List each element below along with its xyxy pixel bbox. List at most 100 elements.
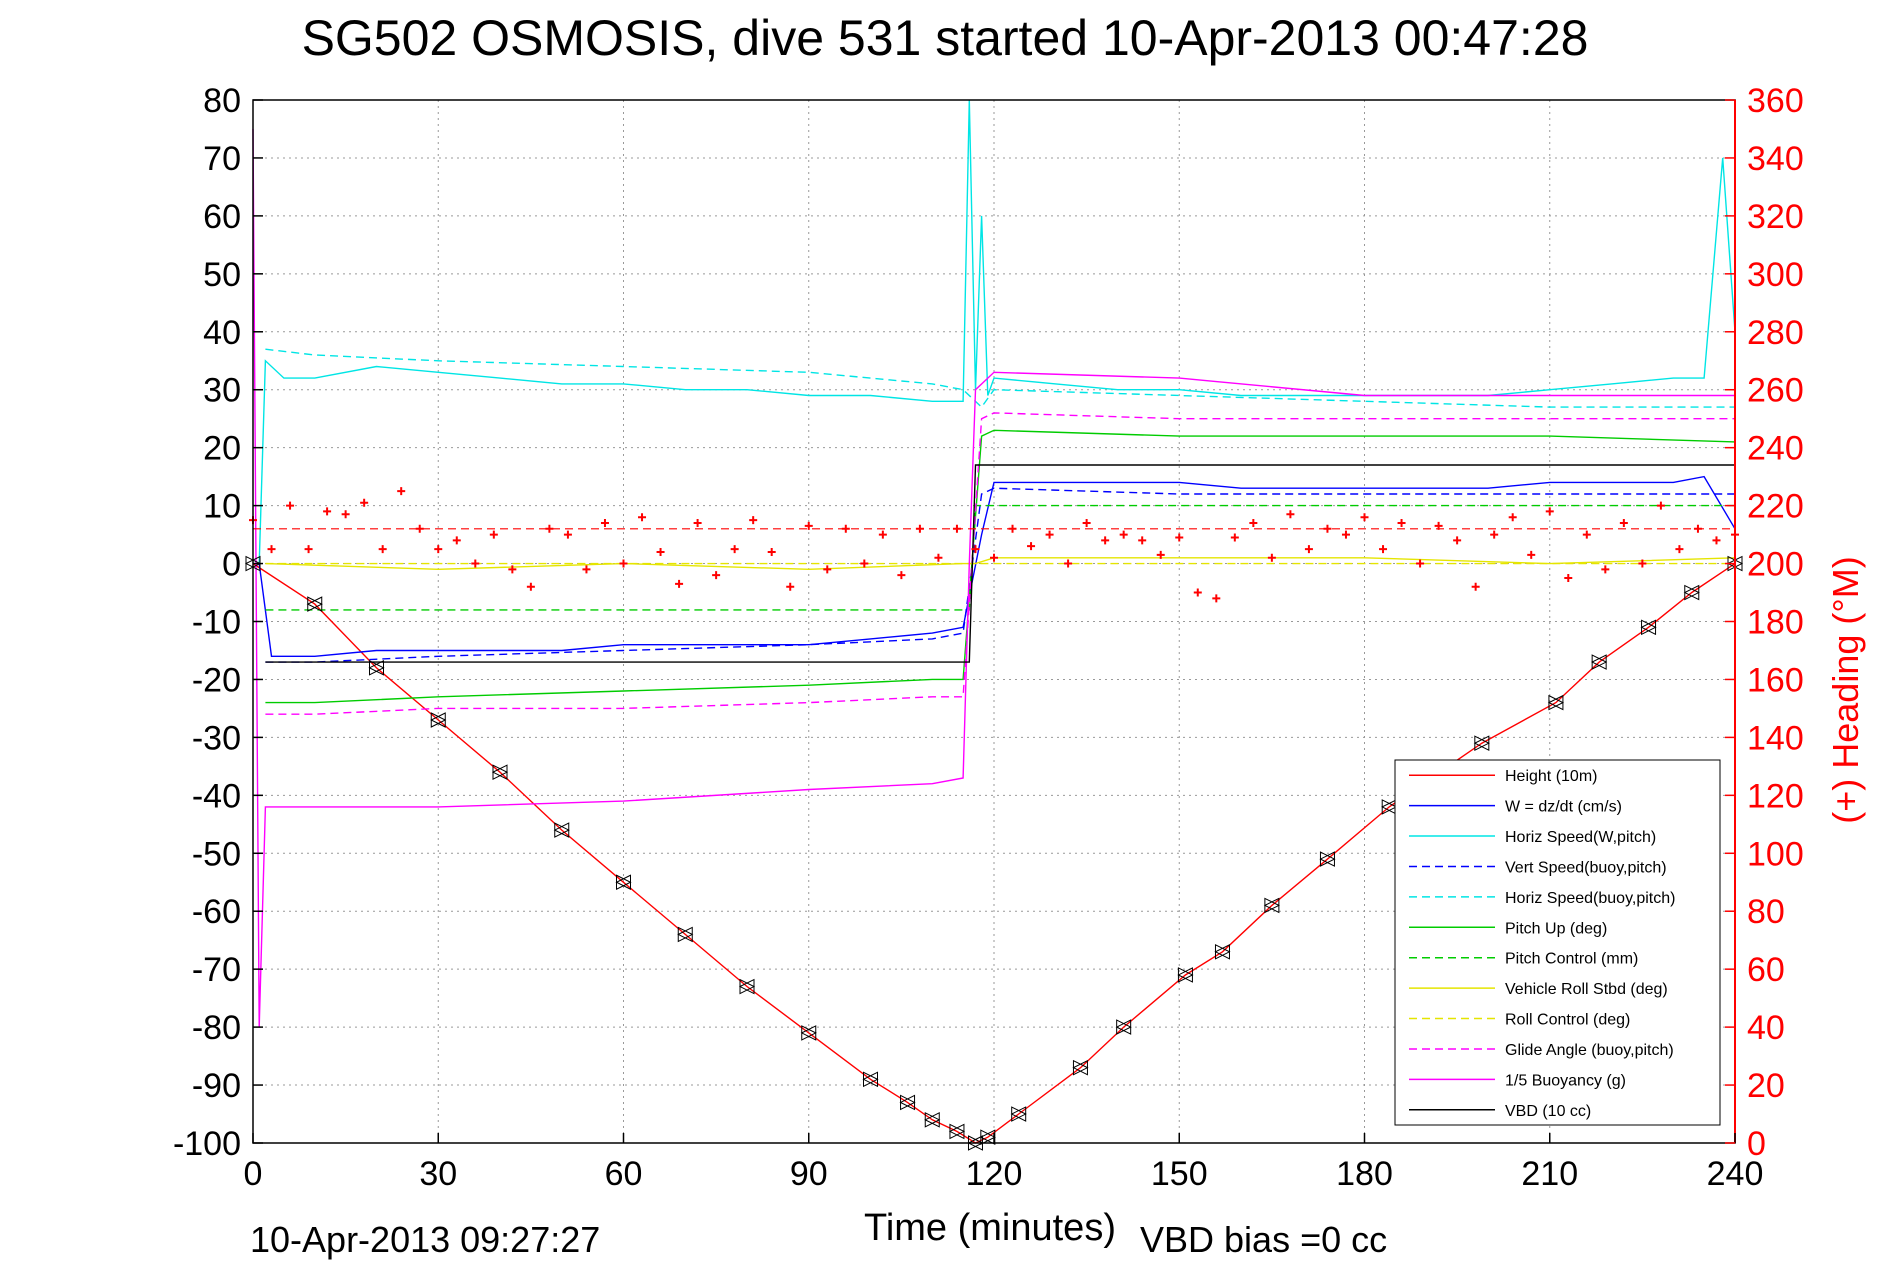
height-marker — [1319, 851, 1336, 867]
heading-point — [693, 518, 702, 527]
y-tick-label: 10 — [203, 488, 241, 526]
heading-point — [934, 553, 943, 562]
y-right-tick-label: 340 — [1747, 140, 1804, 178]
y-right-tick-label: 20 — [1747, 1067, 1785, 1105]
heading-point — [860, 559, 869, 568]
height-marker — [1683, 584, 1700, 601]
y-tick-label: 0 — [222, 546, 241, 584]
legend-label: VBD (10 cc) — [1505, 1103, 1591, 1120]
heading-point — [1490, 530, 1499, 539]
heading-point — [341, 510, 350, 519]
heading-point — [1508, 513, 1517, 522]
heading-point — [897, 571, 906, 580]
y-right-tick-label: 200 — [1747, 546, 1804, 584]
y-right-tick-label: 160 — [1747, 661, 1804, 699]
heading-point — [582, 565, 591, 574]
legend-label: Horiz Speed(buoy,pitch) — [1505, 890, 1675, 907]
series-height-10m — [252, 563, 1736, 1144]
height-marker — [553, 822, 570, 838]
heading-point — [1360, 513, 1369, 522]
heading-point — [1323, 524, 1332, 533]
y-tick-label: 20 — [203, 430, 241, 468]
heading-point — [1471, 582, 1480, 591]
heading-point — [489, 530, 498, 539]
y-tick-label: -50 — [192, 835, 241, 873]
series-w-dz-dt-cm-s — [258, 475, 1736, 657]
series-1-5-buoyancy-g — [252, 128, 1735, 1028]
heading-point — [1527, 550, 1536, 559]
x-tick-label: 240 — [1707, 1155, 1764, 1193]
heading-point — [1545, 507, 1554, 516]
heading-point — [1008, 524, 1017, 533]
heading-point — [267, 545, 276, 554]
heading-point — [1230, 533, 1239, 542]
height-marker — [491, 764, 509, 780]
heading-point — [952, 524, 961, 533]
y-right-tick-label: 100 — [1747, 835, 1804, 873]
x-tick-label: 150 — [1151, 1155, 1208, 1193]
x-tick-label: 90 — [790, 1155, 828, 1193]
legend-label: 1/5 Buoyancy (g) — [1505, 1072, 1626, 1089]
heading-point — [767, 547, 776, 556]
series-vert-speed-buoy-pitch — [265, 487, 1735, 663]
legend-label: Pitch Up (deg) — [1505, 920, 1607, 937]
height-marker — [1473, 735, 1490, 751]
heading-point — [1082, 518, 1091, 527]
y-right-tick-label: 240 — [1747, 430, 1804, 468]
y-right-tick-label: 300 — [1747, 256, 1804, 294]
heading-point — [545, 524, 554, 533]
heading-point — [526, 582, 535, 591]
x-tick-label: 180 — [1336, 1155, 1393, 1193]
y-tick-label: -60 — [192, 893, 241, 931]
y-tick-label: -10 — [192, 604, 241, 642]
heading-point — [878, 530, 887, 539]
heading-point — [1304, 545, 1313, 554]
series-layer — [252, 99, 1736, 1144]
heading-point — [1675, 545, 1684, 554]
heading-point — [1286, 510, 1295, 519]
y-tick-label: -70 — [192, 951, 241, 989]
height-marker — [738, 978, 756, 995]
vbd-bias-footer: VBD bias =0 cc — [1140, 1219, 1387, 1260]
height-marker — [948, 1123, 966, 1140]
heading-point — [1175, 533, 1184, 542]
y-right-tick-label: 180 — [1747, 604, 1804, 642]
heading-point — [1267, 553, 1276, 562]
y-right-tick-label: 260 — [1747, 372, 1804, 410]
height-markers — [244, 555, 1744, 1151]
x-axis-label: Time (minutes) — [864, 1207, 1116, 1249]
heading-point — [1341, 530, 1350, 539]
height-marker — [677, 926, 694, 943]
heading-point — [990, 553, 998, 562]
heading-point — [1119, 530, 1128, 539]
y-right-tick-label: 360 — [1747, 82, 1804, 120]
y-right-tick-label: 120 — [1747, 777, 1804, 815]
height-marker — [899, 1094, 916, 1111]
heading-point — [1453, 536, 1462, 545]
heading-point — [656, 547, 665, 556]
height-marker — [368, 660, 385, 676]
height-marker — [1072, 1059, 1089, 1076]
heading-point — [415, 524, 424, 533]
y-tick-label: -40 — [192, 777, 241, 815]
heading-point — [619, 559, 628, 568]
series-glide-angle-buoy-pitch — [265, 412, 1735, 715]
x-tick-label: 120 — [966, 1155, 1023, 1193]
heading-point — [1564, 574, 1573, 583]
heading-point — [1397, 518, 1406, 527]
y-right-tick-label: 320 — [1747, 198, 1804, 236]
heading-point — [712, 571, 721, 580]
heading-point — [749, 516, 758, 525]
heading-point — [786, 582, 795, 591]
heading-point — [1619, 518, 1628, 527]
legend-label: Vehicle Roll Stbd (deg) — [1505, 981, 1668, 998]
series-horiz-speed-buoy-pitch — [265, 348, 1735, 409]
series-pitch-up-deg — [265, 429, 1736, 704]
height-marker — [306, 596, 323, 612]
y-tick-label: -20 — [192, 661, 241, 699]
y-axis-ticks-right: 3603403203002802602402202001801601401201… — [1725, 82, 1804, 1163]
legend-label: W = dz/dt (cm/s) — [1505, 799, 1622, 816]
heading-point — [730, 545, 739, 554]
legend-label: Horiz Speed(W,pitch) — [1505, 829, 1656, 846]
height-marker — [1177, 967, 1194, 983]
